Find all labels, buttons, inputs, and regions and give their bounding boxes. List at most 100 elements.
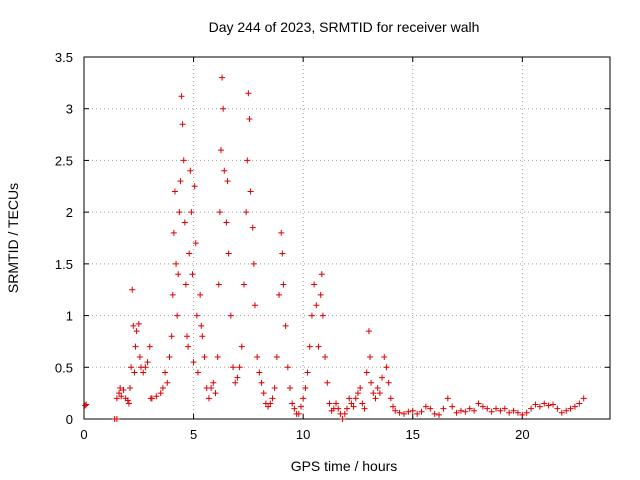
data-point (488, 408, 495, 415)
data-point (346, 395, 353, 402)
data-point (214, 353, 221, 360)
data-point (144, 359, 151, 366)
data-point (383, 364, 390, 371)
data-point (348, 400, 355, 407)
data-point (260, 390, 267, 397)
data-point (390, 403, 397, 410)
data-point (536, 403, 543, 410)
data-point (457, 407, 464, 414)
data-point (199, 333, 206, 340)
x-tick-label: 15 (406, 427, 420, 442)
data-point (246, 116, 253, 123)
data-point (453, 409, 460, 416)
y-tick-label: 3 (66, 102, 73, 117)
data-point (335, 405, 342, 412)
data-point (243, 209, 250, 216)
data-point (132, 343, 139, 350)
data-point (162, 369, 169, 376)
data-point (220, 105, 227, 112)
data-point (247, 188, 254, 195)
data-point (181, 219, 188, 226)
data-point (189, 271, 196, 278)
grid-layer (84, 57, 610, 419)
data-point (304, 369, 311, 376)
y-tick-label: 0 (66, 412, 73, 427)
data-point (449, 403, 456, 410)
data-point (365, 328, 372, 335)
data-point (217, 147, 224, 154)
data-point (191, 183, 198, 190)
data-point (113, 416, 120, 422)
data-point (194, 369, 201, 376)
data-point (313, 302, 320, 309)
x-axis-label: GPS time / hours (291, 458, 398, 474)
data-point (166, 353, 173, 360)
data-point (510, 407, 517, 414)
data-point (541, 400, 548, 407)
data-point (251, 302, 258, 309)
data-point (273, 353, 280, 360)
data-point (279, 250, 286, 257)
data-point (475, 400, 482, 407)
y-tick-label: 2 (66, 205, 73, 220)
data-point (234, 374, 241, 381)
data-point (376, 390, 383, 397)
data-point (436, 411, 443, 418)
data-point (232, 379, 239, 386)
data-point (205, 395, 212, 402)
data-point (227, 312, 234, 319)
data-point (333, 400, 340, 407)
data-point (224, 178, 231, 185)
data-point (344, 405, 350, 412)
data-point (197, 291, 204, 298)
y-tick-label: 1.5 (55, 257, 73, 272)
data-point (210, 379, 217, 386)
data-point (462, 408, 469, 415)
data-point (567, 405, 574, 412)
data-point (341, 410, 348, 417)
data-point (192, 240, 199, 247)
chart-title: Day 244 of 2023, SRMTID for receiver wal… (209, 19, 480, 35)
data-point (128, 364, 135, 371)
data-point (190, 359, 197, 366)
data-point (311, 281, 318, 288)
data-point (124, 397, 131, 404)
data-point (176, 209, 183, 216)
data-point (374, 384, 381, 391)
x-tick-label: 20 (515, 427, 529, 442)
data-point (216, 209, 223, 216)
data-point (215, 281, 222, 288)
data-point (173, 260, 180, 267)
data-point (117, 384, 124, 391)
data-point (554, 405, 561, 412)
data-point (201, 353, 208, 360)
data-point (381, 353, 388, 360)
data-point (113, 395, 120, 402)
data-point (418, 408, 425, 415)
data-point (352, 395, 359, 402)
data-point (153, 393, 160, 400)
data-point (528, 405, 535, 412)
data-point (212, 390, 219, 397)
data-point (322, 353, 329, 360)
data-point (182, 281, 189, 288)
data-point (519, 411, 526, 418)
data-point (267, 400, 274, 407)
data-point (466, 405, 473, 412)
data-point (405, 408, 412, 415)
data-point (427, 405, 434, 412)
data-point (291, 405, 298, 412)
x-tick-label: 10 (296, 427, 310, 442)
data-point (178, 93, 185, 100)
data-point (400, 410, 407, 417)
data-point (302, 384, 309, 391)
data-point (326, 400, 333, 407)
data-point (479, 403, 486, 410)
data-point (133, 328, 140, 335)
data-point (368, 379, 375, 386)
data-point (282, 322, 289, 329)
data-point (571, 403, 578, 410)
data-point (188, 209, 195, 216)
data-point (129, 286, 136, 293)
